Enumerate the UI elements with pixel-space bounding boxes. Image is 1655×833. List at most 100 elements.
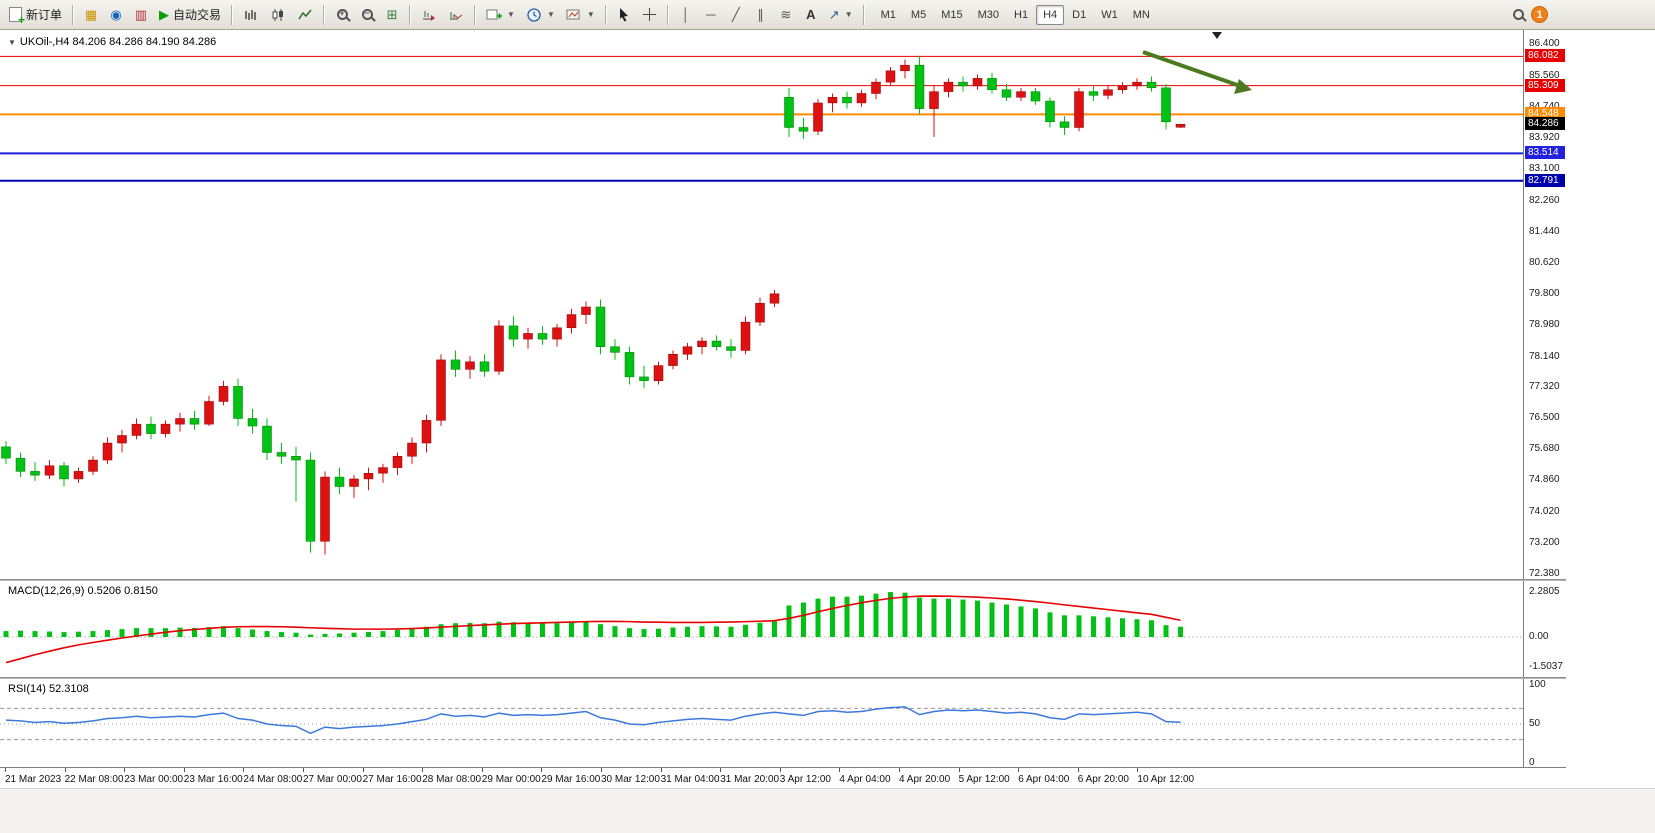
timeframe-m15-button[interactable]: M15: [941, 8, 963, 21]
candle: [1, 446, 11, 459]
panel-splitter[interactable]: [0, 677, 1566, 679]
toolbar-separator: [72, 4, 75, 25]
drawn-arrow-head[interactable]: [1234, 79, 1252, 94]
time-axis-label: 23 Mar 16:00: [183, 774, 243, 785]
macd-histogram-bar: [1076, 615, 1082, 637]
search-button[interactable]: [1506, 3, 1530, 27]
price-axis[interactable]: 86.400 85.560 84.740 83.920 83.100 82.260 81.4…: [1523, 30, 1655, 768]
new-order-button[interactable]: 新订单: [4, 3, 67, 27]
price-axis-label: 79.800: [1529, 287, 1560, 299]
timeframe-h4-button[interactable]: H4: [1036, 4, 1065, 25]
timeframe-w1-button[interactable]: W1: [1101, 8, 1118, 21]
candle: [175, 418, 185, 425]
macd-axis-label: 2.2805: [1529, 586, 1560, 598]
fibonacci-tool-button[interactable]: ≋: [774, 3, 798, 27]
candle: [813, 102, 823, 132]
trendline-tool-button[interactable]: ╱: [724, 3, 748, 27]
macd-histogram-bar: [90, 631, 96, 637]
price-axis-label: 82.260: [1529, 194, 1560, 206]
timeframe-mn-button[interactable]: MN: [1132, 8, 1150, 21]
candle: [755, 302, 765, 323]
crosshair-button[interactable]: [637, 3, 662, 27]
candle: [450, 359, 461, 370]
candle: [653, 365, 664, 381]
candle: [595, 306, 606, 347]
candle: [392, 456, 403, 468]
channel-icon: ∥: [757, 7, 765, 22]
zoom-out-button[interactable]: −: [355, 3, 379, 27]
time-axis-tick: [839, 768, 841, 772]
market-watch-icon: ▦: [84, 7, 98, 22]
macd-histogram-bar: [453, 623, 458, 637]
candle: [160, 423, 171, 434]
toolbar-separator: [323, 4, 326, 25]
price-line-label: 84.548: [1525, 107, 1565, 121]
line-chart-button[interactable]: [292, 3, 318, 27]
time-axis-tick: [779, 768, 781, 772]
drawn-arrow-object[interactable]: [1142, 50, 1244, 89]
terminal-button[interactable]: ▥: [129, 3, 153, 27]
price-axis-label: 85.560: [1529, 70, 1560, 82]
ohlc-collapse-arrow-icon[interactable]: ▼: [8, 38, 16, 47]
chart-canvas[interactable]: [0, 30, 1523, 579]
cursor-button[interactable]: [612, 3, 636, 27]
text-tool-button[interactable]: A: [799, 3, 823, 27]
template-button[interactable]: ▼: [561, 3, 600, 27]
bar-chart-button[interactable]: [238, 3, 264, 27]
macd-histogram-bar: [438, 624, 444, 637]
vertical-line-tool-button[interactable]: │: [674, 3, 698, 27]
bar-chart-icon: [245, 9, 256, 20]
panel-splitter[interactable]: [0, 579, 1566, 581]
macd-histogram-bar: [989, 602, 995, 637]
macd-histogram-bar: [757, 622, 763, 637]
timeframe-d1-button[interactable]: D1: [1072, 8, 1087, 21]
macd-histogram-bar: [859, 595, 864, 637]
macd-histogram-bar: [873, 593, 879, 637]
timeframe-m1-button[interactable]: M1: [880, 8, 896, 21]
text-tool-icon: A: [806, 7, 816, 22]
zoom-in-button[interactable]: +: [330, 3, 354, 27]
macd-histogram-bar: [1149, 620, 1154, 637]
arrows-tool-button[interactable]: ↗ ▼: [824, 3, 858, 27]
navigator-button[interactable]: ◉: [104, 3, 128, 27]
macd-histogram-bar: [235, 628, 241, 637]
market-watch-button[interactable]: ▦: [79, 3, 103, 27]
chart-shift-marker-icon[interactable]: [1212, 32, 1222, 39]
period-button[interactable]: ▼: [521, 3, 560, 27]
tile-windows-button[interactable]: ⊞: [380, 3, 404, 27]
macd-histogram-bar: [351, 632, 357, 637]
macd-histogram-bar: [902, 592, 908, 637]
rsi-panel[interactable]: [0, 679, 1523, 767]
timeframe-m5-button[interactable]: M5: [910, 8, 927, 21]
notification-badge[interactable]: 1: [1531, 6, 1548, 23]
macd-histogram-bar: [612, 626, 618, 637]
candle: [972, 78, 983, 87]
macd-histogram-bar: [844, 596, 850, 637]
candle: [682, 346, 693, 355]
macd-histogram-bar: [728, 626, 734, 637]
price-axis-label: 72.380: [1529, 568, 1560, 580]
timeframe-m30-button[interactable]: M30: [977, 8, 999, 21]
terminal-icon: ▥: [134, 7, 148, 22]
macd-histogram-bar: [18, 630, 23, 637]
time-axis[interactable]: 21 Mar 2023 22 Mar 08:00 23 Mar 00:00 23 Ma…: [0, 767, 1566, 788]
candle: [987, 78, 997, 90]
chart-shift-button[interactable]: [443, 3, 469, 27]
macd-histogram-bar: [482, 623, 487, 637]
horizontal-line-tool-button[interactable]: ─: [699, 3, 723, 27]
timeframe-h1-button[interactable]: H1: [1014, 8, 1029, 21]
candlestick-chart-button[interactable]: [265, 3, 291, 27]
macd-histogram-bar: [380, 631, 386, 637]
new-chart-button[interactable]: ▼: [481, 3, 520, 27]
macd-histogram-bar: [119, 629, 125, 637]
time-axis-tick: [660, 768, 662, 772]
channel-tool-button[interactable]: ∥: [749, 3, 773, 27]
autotrade-button[interactable]: ▶ 自动交易: [154, 3, 226, 27]
macd-histogram-bar: [3, 631, 9, 637]
candle: [769, 293, 780, 304]
candle: [566, 314, 577, 329]
price-line-label: 85.309: [1525, 78, 1565, 92]
auto-scroll-button[interactable]: [416, 3, 442, 27]
macd-panel[interactable]: [0, 581, 1523, 677]
candle: [827, 97, 838, 104]
